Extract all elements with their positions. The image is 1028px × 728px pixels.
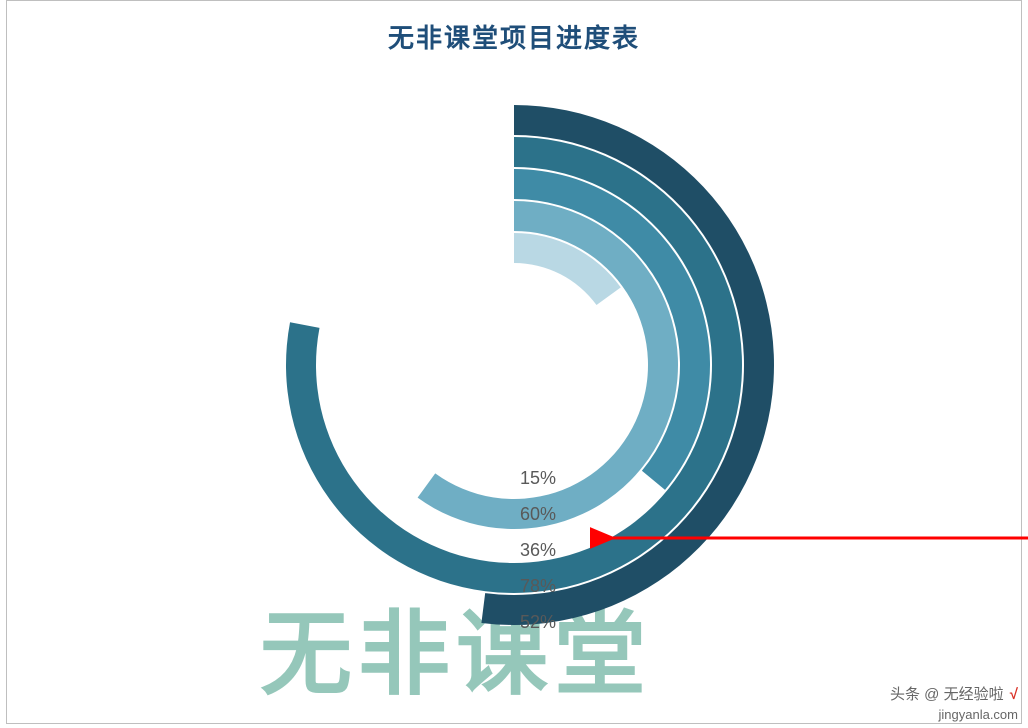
footer-url: jingyanla.com bbox=[939, 707, 1019, 722]
check-icon: √ bbox=[1010, 686, 1018, 703]
ring-label: 36% bbox=[520, 532, 556, 568]
ring-label: 52% bbox=[520, 604, 556, 640]
footer-attribution: 头条 @ 无经验啦 √ bbox=[890, 683, 1018, 704]
annotation-arrow bbox=[590, 518, 1028, 558]
chart-title: 无非课堂项目进度表 bbox=[0, 18, 1028, 55]
ring-labels: 15%60%36%78%52% bbox=[520, 460, 556, 640]
ring-label: 60% bbox=[520, 496, 556, 532]
footer-attribution-text: 头条 @ 无经验啦 bbox=[890, 686, 1004, 703]
ring-label: 15% bbox=[520, 460, 556, 496]
ring-label: 78% bbox=[520, 568, 556, 604]
